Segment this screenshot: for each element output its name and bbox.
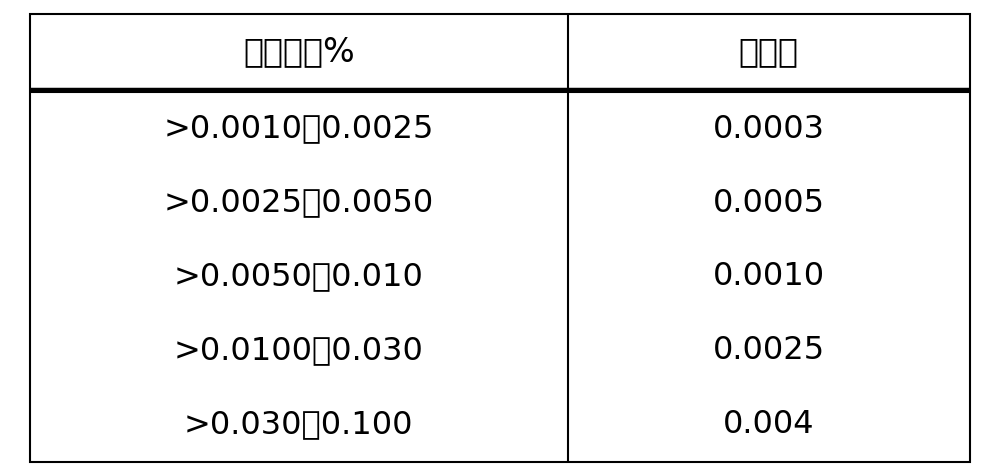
Text: >0.0050～0.010: >0.0050～0.010	[174, 261, 424, 292]
Text: 0.004: 0.004	[723, 409, 815, 440]
Text: 0.0003: 0.0003	[713, 114, 825, 145]
Text: 0.0010: 0.0010	[713, 261, 825, 292]
Text: 0.0005: 0.0005	[713, 188, 825, 218]
Text: >0.030～0.100: >0.030～0.100	[184, 409, 414, 440]
Text: >0.0010～0.0025: >0.0010～0.0025	[164, 114, 434, 145]
Text: >0.0100～0.030: >0.0100～0.030	[174, 336, 424, 367]
Text: 允许差: 允许差	[739, 35, 799, 68]
Text: 磷含量，%: 磷含量，%	[243, 35, 355, 68]
Text: 0.0025: 0.0025	[713, 336, 825, 367]
Text: >0.0025～0.0050: >0.0025～0.0050	[164, 188, 434, 218]
